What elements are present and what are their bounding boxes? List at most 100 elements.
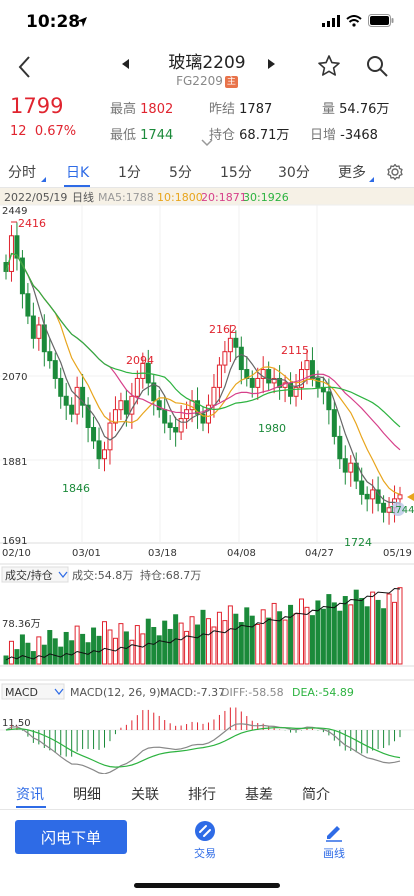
candle [233, 330, 239, 360]
prev-contract-icon[interactable] [122, 59, 129, 69]
settings-gear-icon[interactable] [386, 163, 404, 181]
volume-bar [238, 622, 244, 665]
daily-oi-change-label: 日增 [310, 128, 337, 143]
volume-selector-chevron-icon [58, 571, 68, 578]
volume-bar [8, 640, 14, 665]
tab-more[interactable]: 更多 [338, 165, 366, 181]
dea-value: DEA:-54.89 [292, 686, 354, 699]
x-label-4: 04/27 [305, 548, 334, 559]
low-cell: 最低 1744 [110, 124, 173, 143]
chart-info-bar [0, 188, 414, 205]
candle [25, 283, 31, 325]
volume-bar [266, 617, 272, 665]
tab-profile[interactable]: 简介 [302, 787, 330, 803]
candle [58, 367, 64, 409]
candle [238, 336, 244, 385]
macd-lines [5, 723, 401, 774]
volume-bar [91, 627, 97, 665]
volume-bar [315, 600, 321, 665]
open-interest-label: 持仓 [209, 128, 236, 143]
open-interest-value: 68.71万 [239, 128, 290, 143]
macd-selector[interactable] [1, 683, 65, 700]
candle [173, 416, 179, 447]
daily-oi-change-value: -3468 [340, 128, 378, 143]
tab-30min[interactable]: 30分 [278, 165, 310, 181]
volume-bar [370, 591, 376, 665]
x-label-0: 02/10 [2, 548, 31, 559]
volume-bar [331, 602, 337, 665]
volume-selector-label: 成交/持仓 [5, 568, 53, 582]
y-axis-mid: 2070 [2, 372, 27, 383]
tab-daily-k[interactable]: 日K [66, 165, 90, 181]
tab-related[interactable]: 关联 [131, 787, 159, 803]
candle [288, 372, 294, 405]
prev-settle-cell: 昨结 1787 [209, 98, 272, 117]
volume-bar [211, 626, 217, 665]
tab-intraday-caret-icon [41, 177, 46, 182]
volume-bar [63, 631, 69, 665]
volume-bar [189, 616, 195, 665]
volume-bar [216, 611, 222, 665]
candle [112, 396, 118, 432]
next-contract-icon[interactable] [268, 59, 275, 69]
kline-chart[interactable]: 2022/05/19 日线 MA5:1788 10:1800 20:1871 3… [0, 188, 414, 774]
back-icon[interactable] [14, 54, 38, 80]
annotation-current: 1744 [389, 505, 414, 516]
status-time: 10:28 [26, 12, 81, 32]
tab-news[interactable]: 资讯 [16, 787, 44, 803]
y-axis-top: 2449 [2, 206, 27, 217]
tab-5min[interactable]: 5分 [169, 165, 192, 181]
volume-bar [227, 605, 233, 665]
expand-chevron-icon[interactable] [201, 139, 213, 147]
annotation-high-1: 2416 [18, 217, 46, 230]
y-axis-lower: 1881 [2, 457, 27, 468]
volume-selector[interactable] [1, 566, 69, 583]
candle [156, 390, 162, 418]
volume-bar [167, 628, 173, 665]
candle [96, 427, 102, 469]
candle [151, 374, 157, 416]
tab-1min[interactable]: 1分 [118, 165, 141, 181]
candle [331, 401, 337, 445]
location-arrow-icon [77, 17, 87, 27]
volume-bar [118, 623, 124, 665]
candlestick-series [3, 222, 403, 525]
tab-details[interactable]: 明细 [73, 787, 101, 803]
candle [293, 374, 299, 407]
prev-settle-label: 昨结 [209, 102, 236, 117]
page-title: 玻璃2209 [168, 53, 246, 73]
open-interest-cell: 持仓 68.71万 [209, 124, 289, 143]
volume-bar [364, 606, 370, 665]
flash-order-button[interactable]: 闪电下单 [15, 820, 127, 854]
candle [337, 425, 343, 469]
tab-ranking[interactable]: 排行 [188, 787, 216, 803]
draw-line-label: 画线 [323, 847, 345, 860]
volume-bar [392, 601, 398, 665]
tab-15min[interactable]: 15分 [220, 165, 252, 181]
favorite-star-icon[interactable] [317, 54, 341, 78]
x-label-5: 05/19 [383, 548, 412, 559]
trade-button[interactable]: 交易 [175, 820, 235, 861]
tab-basis[interactable]: 基差 [245, 787, 273, 803]
draw-line-button[interactable]: 画线 [304, 820, 364, 861]
volume-bar [102, 621, 107, 665]
info-tabs: 资讯 明细 关联 排行 基差 简介 [0, 776, 414, 810]
volume-bar [288, 604, 294, 665]
candle [315, 370, 321, 398]
volume-bar [244, 607, 250, 665]
volume-bars [3, 587, 403, 665]
candle [140, 352, 146, 389]
candle [227, 324, 233, 362]
volume-bar [184, 630, 190, 665]
candle [304, 349, 310, 385]
status-bar: 10:28 [0, 0, 414, 44]
search-icon[interactable] [365, 54, 389, 78]
wifi-icon [346, 14, 362, 27]
tab-intraday[interactable]: 分时 [8, 165, 36, 181]
candle [320, 376, 326, 405]
volume-bar [326, 594, 332, 665]
candle [36, 316, 42, 351]
candle [91, 416, 97, 449]
contract-code-text: FG2209 [176, 74, 223, 88]
volume-bar [52, 638, 58, 665]
